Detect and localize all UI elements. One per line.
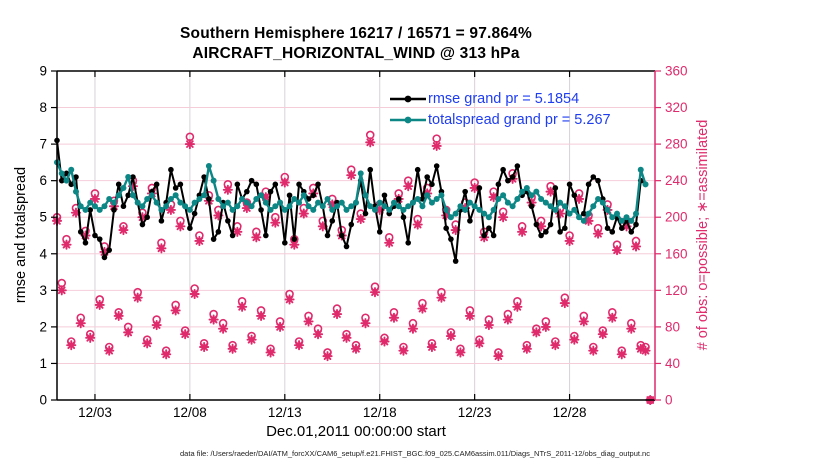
svg-text:240: 240 — [665, 173, 688, 188]
svg-text:12/03: 12/03 — [78, 405, 112, 420]
data-file-caption: data file: /Users/raeder/DAI/ATM_forcXX/… — [180, 449, 650, 458]
legend-label-totalspread: totalspread grand pr = 5.267 — [428, 111, 611, 128]
svg-text:7: 7 — [39, 137, 47, 152]
svg-text:3: 3 — [39, 283, 47, 298]
right-axis-label: # of obs: o=possible; ∗=assimilated — [695, 119, 711, 351]
legend-item-totalspread: totalspread grand pr = 5.267 — [388, 109, 611, 130]
rmse-line-sample-icon — [390, 95, 426, 102]
chart-title-line2: AIRCRAFT_HORIZONTAL_WIND @ 313 hPa — [192, 45, 520, 62]
svg-text:12/23: 12/23 — [458, 405, 492, 420]
legend-label-rmse: rmse grand pr = 5.1854 — [428, 90, 580, 107]
svg-text:120: 120 — [665, 283, 688, 298]
svg-text:12/13: 12/13 — [268, 405, 302, 420]
svg-text:8: 8 — [39, 100, 47, 115]
svg-text:360: 360 — [665, 64, 688, 79]
x-axis-label: Dec.01,2011 00:00:00 start — [266, 423, 446, 440]
svg-text:1: 1 — [39, 356, 47, 371]
svg-text:280: 280 — [665, 137, 688, 152]
svg-text:4: 4 — [39, 246, 47, 261]
svg-text:40: 40 — [665, 356, 680, 371]
svg-text:2: 2 — [39, 319, 47, 334]
svg-text:200: 200 — [665, 210, 688, 225]
svg-text:80: 80 — [665, 319, 680, 334]
totalspread-line-sample-icon — [390, 116, 426, 123]
chart-title-line1: Southern Hemisphere 16217 / 16571 = 97.8… — [180, 25, 532, 42]
svg-text:320: 320 — [665, 100, 688, 115]
svg-text:0: 0 — [39, 393, 47, 408]
svg-text:12/08: 12/08 — [173, 405, 207, 420]
svg-text:0: 0 — [665, 393, 673, 408]
svg-text:6: 6 — [39, 173, 47, 188]
svg-text:5: 5 — [39, 210, 47, 225]
svg-text:160: 160 — [665, 246, 688, 261]
svg-text:12/18: 12/18 — [363, 405, 397, 420]
svg-text:9: 9 — [39, 64, 47, 79]
legend-item-rmse: rmse grand pr = 5.1854 — [388, 88, 611, 109]
left-axis-label: rmse and totalspread — [13, 166, 29, 304]
svg-text:12/28: 12/28 — [553, 405, 587, 420]
chart-title: Southern Hemisphere 16217 / 16571 = 97.8… — [57, 24, 655, 64]
chart-legend: rmse grand pr = 5.1854 totalspread grand… — [388, 88, 611, 130]
